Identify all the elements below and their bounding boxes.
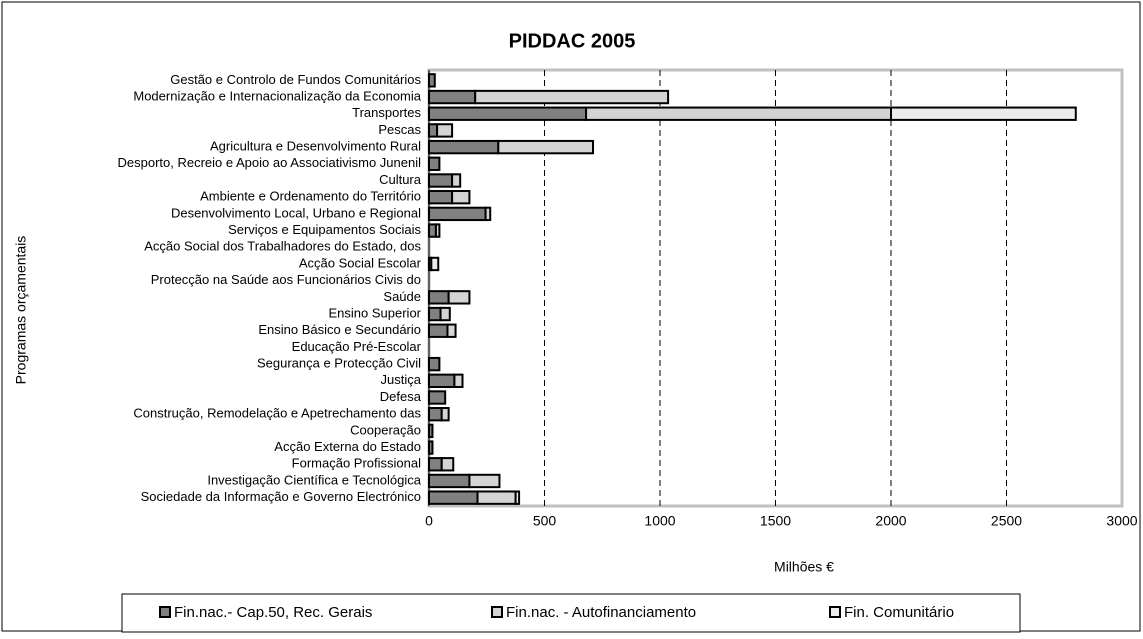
bar-segment — [446, 323, 457, 338]
bar-segment — [428, 440, 434, 455]
bar-segment — [428, 173, 454, 188]
bar-segment — [428, 473, 471, 489]
bar-segment — [440, 457, 455, 472]
y-tick-label: Cultura — [379, 172, 422, 187]
bar-segment — [440, 407, 450, 422]
y-tick-label: Educação Pré-Escolar — [292, 339, 422, 354]
x-tick-label: 0 — [425, 513, 433, 529]
bar-segment — [428, 139, 500, 155]
legend-label: Fin. Comunitário — [844, 604, 954, 621]
x-tick-label: 500 — [533, 513, 557, 529]
bar-segment — [428, 123, 439, 138]
y-tick-label: Pescas — [378, 122, 421, 137]
y-tick-label: Acção Social Escolar — [299, 255, 422, 270]
y-tick-label: Desporto, Recreio e Apoio ao Associativi… — [118, 155, 422, 170]
legend-swatch — [159, 606, 171, 618]
y-tick-label: Defesa — [380, 389, 422, 404]
y-tick-label: Ensino Superior — [329, 305, 422, 320]
bar-segment — [428, 457, 443, 472]
bar-segment — [428, 206, 487, 222]
y-tick-label: Ensino Básico e Secundário — [258, 322, 421, 337]
bar-segment — [474, 89, 670, 105]
y-tick-label: Segurança e Protecção Civil — [257, 356, 421, 371]
bar-segment — [428, 89, 477, 105]
y-tick-label: Agricultura e Desenvolvimento Rural — [210, 139, 421, 154]
chart-title: PIDDAC 2005 — [509, 30, 636, 52]
y-tick-label: Protecção na Saúde aos Funcionários Civi… — [151, 272, 421, 287]
legend-swatch — [829, 606, 841, 618]
y-tick-label: Desenvolvimento Local, Urbano e Regional — [171, 205, 421, 220]
bar-segment — [428, 356, 441, 372]
bar-segment — [428, 306, 442, 322]
bar-segment — [428, 373, 456, 388]
bar-segment — [428, 390, 447, 405]
y-tick-label: Investigação Científica e Tecnológica — [207, 472, 421, 487]
bar-segment — [428, 490, 479, 505]
bar-segment — [436, 123, 454, 138]
y-tick-label: Gestão e Controlo de Fundos Comunitários — [170, 72, 421, 87]
bar-segment — [484, 206, 492, 222]
bar-segment — [453, 373, 464, 388]
x-tick-label: 1500 — [760, 513, 791, 529]
bar-segment — [468, 473, 501, 489]
legend-box — [121, 593, 1021, 633]
y-tick-label: Transportes — [352, 105, 421, 120]
y-tick-label: Acção Social dos Trabalhadores do Estado… — [144, 239, 421, 254]
bar-segment — [585, 106, 893, 121]
y-tick-label: Ambiente e Ordenamento do Território — [200, 189, 421, 204]
bar-segment — [451, 173, 462, 188]
legend-label: Fin.nac. - Autofinanciamento — [506, 604, 696, 621]
y-tick-label: Sociedade da Informação e Governo Electr… — [141, 489, 421, 504]
x-tick-label: 1000 — [644, 513, 675, 529]
y-tick-label: Cooperação — [350, 422, 421, 437]
bar-segment — [428, 290, 450, 305]
bar-segment — [428, 223, 437, 238]
bar-segment — [451, 190, 471, 205]
x-tick-label: 2000 — [875, 513, 906, 529]
y-tick-label: Formação Profissional — [292, 456, 421, 471]
bar-segment — [434, 223, 441, 238]
legend-label: Fin.nac.- Cap.50, Rec. Gerais — [174, 604, 372, 621]
bar-segment — [476, 490, 517, 505]
y-tick-label: Saúde — [383, 289, 421, 304]
y-tick-label: Justiça — [381, 372, 422, 387]
y-tick-label: Serviços e Equipamentos Sociais — [228, 222, 421, 237]
bar-segment — [890, 106, 1077, 121]
y-tick-label: Construção, Remodelação e Apetrechamento… — [133, 406, 421, 421]
bar-segment — [428, 106, 588, 121]
bar-segment — [428, 407, 443, 422]
bar-segment — [428, 423, 434, 439]
bar-segment — [428, 323, 449, 338]
y-axis-title: Programas orçamentais — [13, 236, 29, 385]
bar-segment — [428, 156, 441, 171]
y-tick-label: Modernização e Internacionalização da Ec… — [133, 88, 421, 103]
bar-segment — [428, 190, 454, 205]
x-axis-title: Milhões € — [774, 559, 834, 575]
x-tick-label: 3000 — [1106, 513, 1137, 529]
x-tick-label: 2500 — [991, 513, 1022, 529]
bar-segment — [439, 306, 451, 322]
bar-segment — [430, 256, 440, 272]
bar-segment — [514, 490, 521, 505]
y-tick-label: Acção Externa do Estado — [274, 439, 421, 454]
bar-segment — [497, 139, 595, 155]
bar-segment — [447, 290, 471, 305]
bar-segment — [428, 73, 436, 88]
legend-swatch — [491, 606, 503, 618]
